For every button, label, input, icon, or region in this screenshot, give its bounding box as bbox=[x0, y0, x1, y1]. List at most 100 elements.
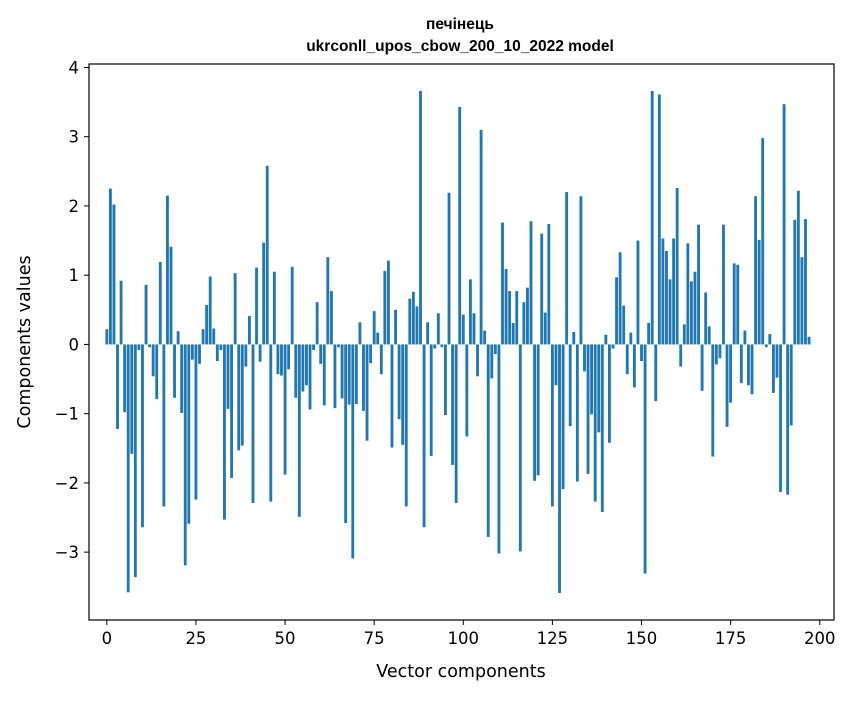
bar-68 bbox=[347, 344, 351, 405]
bar-21 bbox=[180, 344, 184, 413]
bar-166 bbox=[697, 224, 700, 345]
bar-79 bbox=[387, 260, 390, 345]
bar-129 bbox=[565, 192, 569, 345]
bar-48 bbox=[276, 344, 280, 375]
bar-171 bbox=[714, 344, 718, 365]
x-tick-label: 100 bbox=[448, 629, 480, 648]
y-tick-label: −3 bbox=[55, 543, 79, 562]
bar-108 bbox=[490, 344, 494, 379]
bar-105 bbox=[479, 129, 483, 345]
bar-19 bbox=[173, 344, 176, 398]
bar-50 bbox=[283, 344, 287, 475]
bar-81 bbox=[394, 309, 397, 345]
bar-137 bbox=[593, 344, 597, 502]
bar-53 bbox=[294, 344, 298, 398]
bar-84 bbox=[404, 344, 408, 507]
bar-45 bbox=[265, 165, 269, 345]
bar-11 bbox=[144, 284, 148, 345]
bar-133 bbox=[579, 196, 583, 345]
bar-118 bbox=[526, 287, 529, 345]
bar-83 bbox=[401, 344, 405, 445]
bar-78 bbox=[383, 271, 387, 345]
bar-117 bbox=[522, 302, 526, 345]
bar-26 bbox=[198, 344, 201, 364]
bar-164 bbox=[689, 281, 693, 345]
bar-170 bbox=[711, 344, 715, 457]
bar-98 bbox=[454, 344, 458, 503]
bar-163 bbox=[686, 243, 690, 345]
bar-27 bbox=[201, 329, 205, 345]
bar-52 bbox=[290, 266, 294, 345]
y-axis-label: Components values bbox=[15, 255, 35, 428]
bar-4 bbox=[119, 280, 123, 345]
bar-51 bbox=[287, 344, 291, 370]
bar-124 bbox=[547, 223, 551, 345]
bar-141 bbox=[608, 344, 611, 443]
bar-24 bbox=[190, 344, 194, 360]
bar-67 bbox=[344, 344, 348, 524]
bar-17 bbox=[166, 195, 169, 345]
bar-173 bbox=[722, 224, 725, 345]
bar-132 bbox=[575, 344, 579, 482]
bar-63 bbox=[329, 291, 333, 345]
bar-74 bbox=[369, 344, 373, 364]
bar-168 bbox=[704, 292, 708, 345]
bar-64 bbox=[333, 344, 337, 409]
bar-197 bbox=[807, 336, 811, 345]
bar-97 bbox=[451, 344, 455, 465]
bar-179 bbox=[743, 330, 747, 345]
y-axis-ticks: −3 −2 −1 0 1 2 3 4 bbox=[55, 58, 89, 562]
x-tick-label: 25 bbox=[185, 629, 206, 648]
x-tick-label: 75 bbox=[364, 629, 385, 648]
bar-86 bbox=[411, 291, 415, 345]
bar-5 bbox=[123, 344, 127, 413]
bar-116 bbox=[518, 344, 522, 552]
plot-frame bbox=[88, 63, 835, 621]
bar-32 bbox=[219, 344, 223, 350]
bar-61 bbox=[322, 344, 326, 406]
bar-136 bbox=[590, 344, 594, 415]
bar-112 bbox=[504, 268, 508, 345]
bar-90 bbox=[426, 322, 430, 345]
bar-145 bbox=[622, 305, 626, 345]
bar-165 bbox=[693, 271, 697, 345]
bar-126 bbox=[554, 344, 558, 386]
bar-16 bbox=[162, 344, 166, 507]
bar-188 bbox=[775, 344, 779, 378]
bar-184 bbox=[761, 138, 765, 345]
bar-91 bbox=[429, 344, 433, 456]
bar-13 bbox=[151, 344, 155, 377]
bar-113 bbox=[508, 291, 512, 345]
bar-94 bbox=[440, 344, 444, 348]
bar-107 bbox=[486, 344, 490, 537]
bar-109 bbox=[493, 344, 497, 355]
bar-73 bbox=[365, 344, 369, 441]
bar-127 bbox=[558, 344, 561, 593]
bar-114 bbox=[511, 322, 515, 345]
bar-162 bbox=[682, 324, 686, 345]
bar-46 bbox=[269, 344, 273, 502]
bar-55 bbox=[301, 344, 305, 392]
bar-119 bbox=[529, 221, 533, 345]
bar-31 bbox=[215, 344, 219, 362]
bar-194 bbox=[796, 190, 800, 345]
bar-111 bbox=[501, 222, 504, 345]
bar-176 bbox=[732, 263, 736, 345]
bar-183 bbox=[757, 239, 761, 345]
bar-58 bbox=[312, 344, 315, 350]
bar-12 bbox=[148, 344, 152, 348]
bar-102 bbox=[468, 279, 472, 345]
bar-7 bbox=[130, 344, 134, 454]
bar-139 bbox=[600, 344, 604, 512]
bar-161 bbox=[679, 344, 683, 367]
bar-3 bbox=[116, 344, 119, 429]
bar-172 bbox=[718, 344, 722, 359]
bar-158 bbox=[668, 279, 672, 345]
bar-85 bbox=[408, 298, 412, 345]
bar-154 bbox=[654, 344, 658, 402]
bar-192 bbox=[789, 344, 793, 426]
bar-150 bbox=[640, 344, 643, 362]
bar-152 bbox=[647, 322, 651, 345]
bars-layer bbox=[105, 91, 811, 593]
